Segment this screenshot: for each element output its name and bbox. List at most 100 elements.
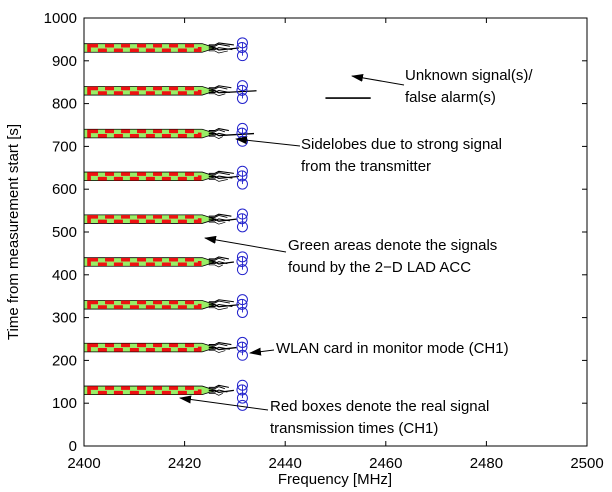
sidelobe-line <box>208 389 234 394</box>
red-transmission-box <box>87 129 202 138</box>
sidelobe-line <box>208 256 229 260</box>
sidelobe-line <box>208 93 226 97</box>
y-tick-label: 900 <box>52 53 77 70</box>
red-transmission-box <box>87 300 202 309</box>
sidelobe-line <box>208 304 239 308</box>
signal-burst <box>83 37 248 62</box>
sidelobe-line <box>208 214 228 218</box>
red-transmission-box <box>87 86 202 95</box>
annotation-text-line: Unknown signal(s)/ <box>405 67 533 84</box>
sidelobe-line <box>208 257 225 261</box>
x-tick-label: 2440 <box>269 455 302 472</box>
annotation-arrow <box>351 73 405 86</box>
y-tick-label: 300 <box>52 310 77 327</box>
x-axis-label: Frequency [MHz] <box>278 471 392 488</box>
signal-burst <box>83 165 248 190</box>
y-tick-label: 700 <box>52 138 77 155</box>
sidelobe-line <box>208 343 228 347</box>
signal-burst <box>83 251 248 276</box>
y-tick-label: 600 <box>52 181 77 198</box>
blue-circle-marker <box>236 84 248 96</box>
annotation-text-line: Sidelobes due to strong signal <box>301 136 502 153</box>
annotation-text-line: Green areas denote the signals <box>288 237 497 254</box>
sidelobe-line <box>208 47 239 51</box>
annotation-text-line: transmission times (CH1) <box>270 420 438 437</box>
sidelobe-line <box>208 346 237 351</box>
blue-circle-marker <box>236 170 248 182</box>
sidelobe-line <box>208 42 234 46</box>
y-tick-label: 1000 <box>44 10 77 27</box>
axis-ticks: 2400 2420 2440 2460 2480 2500 0 100 200 300 400 500… <box>44 10 604 472</box>
sidelobe-line <box>208 350 226 353</box>
y-tick-label: 0 <box>69 438 77 455</box>
sidelobe-line <box>208 129 225 133</box>
sidelobe-line <box>208 221 226 225</box>
sidelobe-line <box>208 261 234 265</box>
annotation-text-line: found by the 2−D LAD ACC <box>288 259 471 276</box>
sidelobe-line <box>208 300 230 304</box>
signal-burst <box>83 294 248 318</box>
sidelobe-line <box>208 90 257 94</box>
sidelobe-line <box>208 86 228 90</box>
annotation-arrow <box>235 136 301 147</box>
red-transmission-box <box>87 386 202 395</box>
annotation-arrow <box>249 347 275 356</box>
y-axis-label: Time from measurement start [s] <box>5 124 22 340</box>
signal-burst <box>83 336 248 361</box>
sidelobe-line <box>208 43 230 47</box>
y-tick-label: 200 <box>52 352 77 369</box>
sidelobe-line <box>208 264 223 268</box>
sidelobe-line <box>208 136 223 139</box>
red-transmission-box <box>87 257 202 267</box>
sidelobe-line <box>208 299 234 303</box>
annotation-unknown-signal: Unknown signal(s)/ false alarm(s) <box>351 67 533 106</box>
sidelobe-line <box>208 175 239 180</box>
annotation-arrow <box>204 235 287 253</box>
x-tick-label: 2420 <box>168 455 201 472</box>
annotation-wlan-card: WLAN card in monitor mode (CH1) <box>249 340 509 357</box>
sidelobe-line <box>208 218 237 222</box>
y-tick-label: 100 <box>52 395 77 412</box>
red-transmission-box <box>87 172 202 181</box>
sidelobe-line <box>208 132 255 137</box>
x-tick-label: 2400 <box>67 455 100 472</box>
signal-burst <box>83 379 248 404</box>
annotation-arrow <box>179 395 269 411</box>
blue-circle-marker <box>236 341 248 353</box>
sidelobe-line <box>208 50 228 54</box>
y-tick-label: 400 <box>52 267 77 284</box>
sidelobe-line <box>208 341 232 346</box>
red-transmission-box <box>87 343 202 352</box>
blue-circle-marker <box>236 384 248 396</box>
x-tick-label: 2460 <box>369 455 402 472</box>
sidelobe-line <box>208 85 232 89</box>
sidelobe-line <box>208 386 225 390</box>
blue-circle-marker <box>236 256 248 268</box>
x-tick-label: 2480 <box>470 455 503 472</box>
annotation-green-areas: Green areas denote the signals found by … <box>204 235 497 276</box>
annotation-text-line: Red boxes denote the real signal <box>270 398 489 415</box>
sidelobe-line <box>208 179 228 182</box>
sidelobe-line <box>208 213 232 217</box>
red-transmission-box <box>87 215 202 224</box>
sidelobe-line <box>208 127 229 132</box>
x-tick-label: 2500 <box>570 455 603 472</box>
blue-circle-marker <box>236 298 248 310</box>
blue-circle-marker <box>236 213 248 225</box>
annotation-sidelobes: Sidelobes due to strong signal from the … <box>235 136 502 175</box>
sidelobe-line <box>208 307 228 311</box>
blue-circle-marker <box>236 42 248 54</box>
y-tick-label: 800 <box>52 96 77 113</box>
annotation-text-line: from the transmitter <box>301 158 431 175</box>
sidelobe-line <box>208 393 223 396</box>
annotation-red-boxes: Red boxes denote the real signal transmi… <box>179 395 489 437</box>
blue-circle-marker <box>236 399 248 411</box>
sidelobe-line <box>208 170 234 174</box>
annotation-text-line: false alarm(s) <box>405 89 496 106</box>
annotation-text-line: WLAN card in monitor mode (CH1) <box>276 340 509 357</box>
red-transmission-box <box>87 43 202 53</box>
signal-burst <box>83 208 248 233</box>
sidelobe-line <box>208 384 229 388</box>
signal-burst <box>83 80 257 104</box>
